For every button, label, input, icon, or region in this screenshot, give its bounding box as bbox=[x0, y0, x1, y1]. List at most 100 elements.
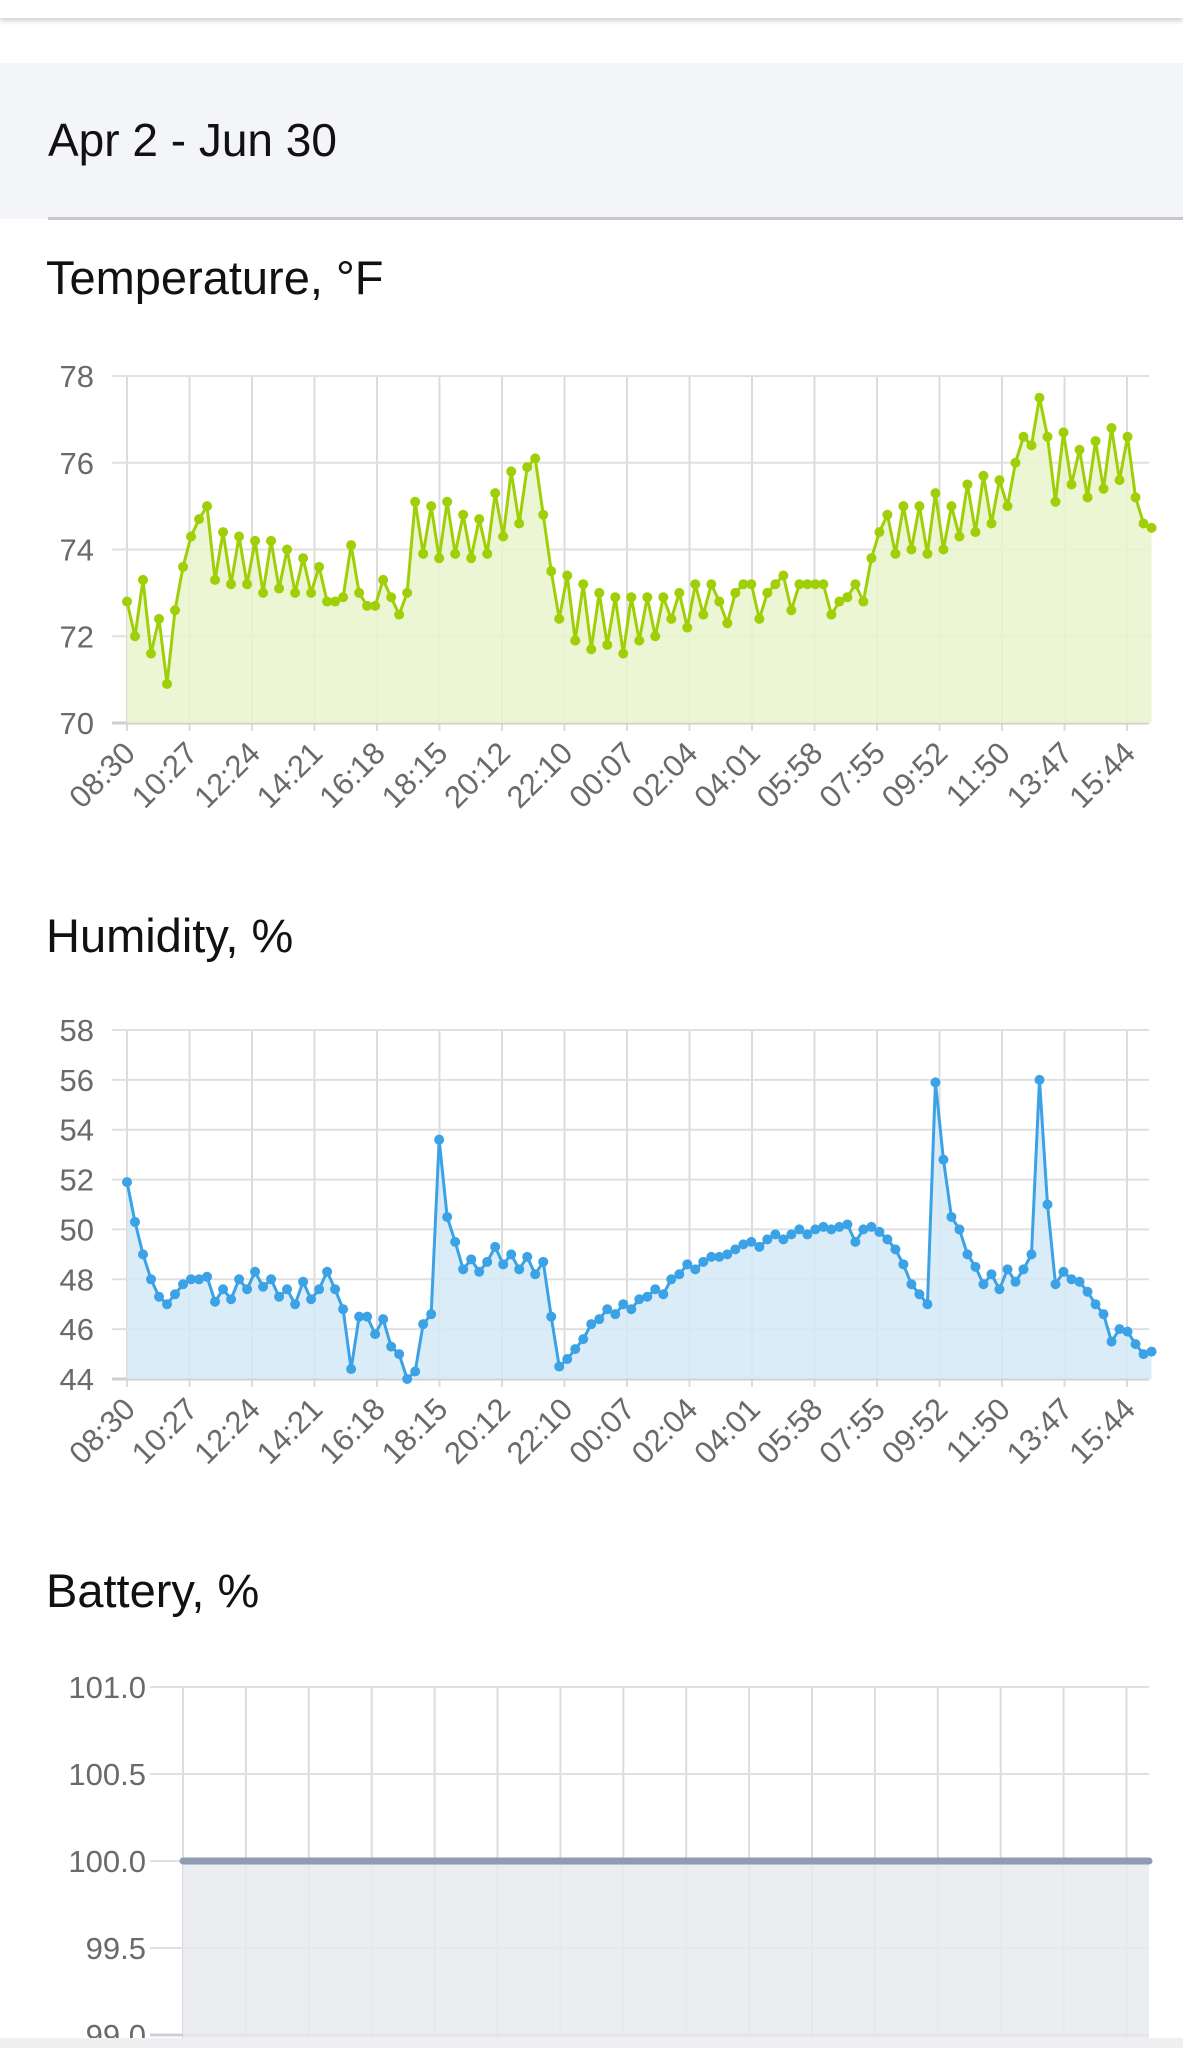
temperature-data-point bbox=[202, 501, 213, 512]
header-divider bbox=[48, 217, 1183, 220]
humidity-data-point bbox=[898, 1259, 909, 1270]
humidity-y-tick-label: 52 bbox=[60, 1163, 94, 1198]
humidity-data-point bbox=[842, 1219, 853, 1230]
temperature-data-point bbox=[1002, 501, 1013, 512]
humidity-data-point bbox=[266, 1274, 277, 1285]
humidity-data-point bbox=[1066, 1274, 1077, 1285]
temperature-data-point bbox=[290, 587, 301, 598]
temperature-y-tick-label: 72 bbox=[60, 619, 94, 654]
temperature-data-point bbox=[850, 579, 861, 590]
temperature-data-point bbox=[818, 579, 829, 590]
humidity-data-point bbox=[522, 1251, 533, 1262]
temperature-data-point bbox=[346, 540, 357, 551]
humidity-data-point bbox=[202, 1271, 213, 1282]
temperature-data-point bbox=[266, 535, 277, 546]
humidity-data-point bbox=[698, 1256, 709, 1267]
humidity-data-point bbox=[506, 1249, 517, 1260]
temperature-data-point bbox=[194, 514, 205, 525]
humidity-data-point bbox=[922, 1299, 933, 1310]
humidity-data-point bbox=[586, 1319, 597, 1330]
humidity-data-point bbox=[258, 1281, 269, 1292]
temperature-data-point bbox=[258, 587, 269, 598]
temperature-data-point bbox=[858, 596, 869, 607]
temperature-data-point bbox=[402, 587, 413, 598]
humidity-data-point bbox=[1082, 1286, 1093, 1297]
temperature-data-point bbox=[418, 548, 429, 559]
humidity-data-point bbox=[378, 1314, 389, 1325]
temperature-data-point bbox=[746, 579, 757, 590]
temperature-data-point bbox=[930, 488, 941, 499]
humidity-data-point bbox=[242, 1284, 253, 1295]
humidity-data-point bbox=[1146, 1346, 1157, 1357]
humidity-data-point bbox=[410, 1366, 421, 1377]
temperature-data-point bbox=[730, 587, 741, 598]
humidity-data-point bbox=[762, 1234, 773, 1245]
humidity-y-tick-label: 46 bbox=[60, 1312, 94, 1347]
temperature-data-point bbox=[234, 531, 245, 542]
temperature-data-point bbox=[898, 501, 909, 512]
temperature-data-point bbox=[170, 605, 181, 616]
date-range-header[interactable] bbox=[0, 63, 1183, 219]
temperature-data-point bbox=[778, 570, 789, 581]
temperature-data-point bbox=[994, 475, 1005, 486]
humidity-data-point bbox=[1130, 1339, 1141, 1350]
battery-y-tick-label: 100.0 bbox=[68, 1844, 146, 1879]
humidity-data-point bbox=[658, 1289, 669, 1300]
humidity-data-point bbox=[666, 1274, 677, 1285]
temperature-data-point bbox=[338, 592, 349, 603]
battery-y-tick-label: 101.0 bbox=[68, 1670, 146, 1705]
temperature-data-point bbox=[698, 609, 709, 620]
temperature-data-point bbox=[274, 583, 285, 594]
temperature-data-point bbox=[874, 527, 885, 538]
humidity-data-point bbox=[850, 1236, 861, 1247]
temperature-data-point bbox=[554, 613, 565, 624]
humidity-data-point bbox=[770, 1229, 781, 1240]
temperature-data-point bbox=[594, 587, 605, 598]
temperature-data-point bbox=[530, 453, 541, 464]
battery-y-tick-label: 99.5 bbox=[86, 1931, 146, 1966]
temperature-data-point bbox=[1090, 436, 1101, 447]
humidity-data-point bbox=[210, 1296, 221, 1307]
temperature-data-point bbox=[866, 553, 877, 564]
humidity-data-point bbox=[354, 1311, 365, 1322]
date-range-label: Apr 2 - Jun 30 bbox=[48, 114, 337, 166]
temperature-data-point bbox=[906, 544, 917, 555]
temperature-data-point bbox=[1082, 492, 1093, 503]
humidity-data-point bbox=[690, 1264, 701, 1275]
humidity-y-tick-label: 44 bbox=[60, 1362, 94, 1397]
temperature-data-point bbox=[962, 479, 973, 490]
temperature-data-point bbox=[282, 544, 293, 555]
humidity-data-point bbox=[738, 1239, 749, 1250]
humidity-data-point bbox=[810, 1224, 821, 1235]
temperature-data-point bbox=[322, 596, 333, 607]
humidity-data-point bbox=[906, 1279, 917, 1290]
humidity-data-point bbox=[722, 1249, 733, 1260]
humidity-data-point bbox=[826, 1224, 837, 1235]
humidity-data-point bbox=[970, 1261, 981, 1272]
temperature-data-point bbox=[154, 613, 165, 624]
temperature-data-point bbox=[146, 648, 157, 659]
humidity-data-point bbox=[594, 1314, 605, 1325]
humidity-data-point bbox=[1090, 1299, 1101, 1310]
temperature-data-point bbox=[1018, 431, 1029, 442]
temperature-data-point bbox=[546, 566, 557, 577]
humidity-data-point bbox=[306, 1294, 317, 1305]
temperature-data-point bbox=[770, 579, 781, 590]
temperature-data-point bbox=[1050, 496, 1061, 507]
temperature-data-point bbox=[226, 579, 237, 590]
temperature-data-point bbox=[1114, 475, 1125, 486]
humidity-data-point bbox=[1018, 1264, 1029, 1275]
humidity-data-point bbox=[650, 1284, 661, 1295]
humidity-data-point bbox=[938, 1154, 949, 1165]
temperature-data-point bbox=[482, 548, 493, 559]
temperature-data-point bbox=[490, 488, 501, 499]
humidity-data-point bbox=[458, 1264, 469, 1275]
temperature-data-point bbox=[954, 531, 965, 542]
temperature-data-point bbox=[762, 587, 773, 598]
temperature-data-point bbox=[794, 579, 805, 590]
humidity-data-point bbox=[610, 1309, 621, 1320]
humidity-data-point bbox=[450, 1236, 461, 1247]
humidity-data-point bbox=[1058, 1266, 1069, 1277]
humidity-data-point bbox=[1098, 1309, 1109, 1320]
temperature-data-point bbox=[690, 579, 701, 590]
